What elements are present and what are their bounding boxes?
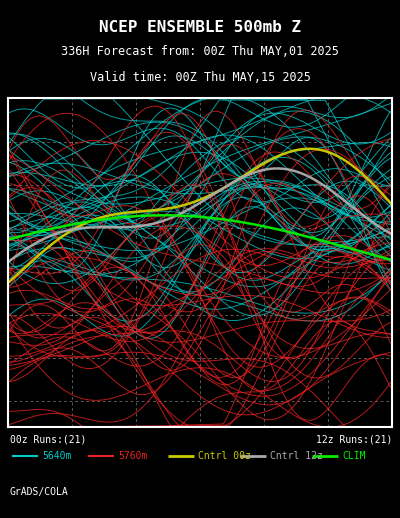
Text: CLIM: CLIM <box>342 451 366 461</box>
Text: NCEP ENSEMBLE 500mb Z: NCEP ENSEMBLE 500mb Z <box>99 20 301 35</box>
Text: 12z Runs:(21): 12z Runs:(21) <box>316 434 392 444</box>
Text: Valid time: 00Z Thu MAY,15 2025: Valid time: 00Z Thu MAY,15 2025 <box>90 71 310 84</box>
Text: Cntrl 00z: Cntrl 00z <box>198 451 251 461</box>
Text: 00z Runs:(21): 00z Runs:(21) <box>10 434 86 444</box>
Text: Cntrl 12z: Cntrl 12z <box>270 451 323 461</box>
Text: GrADS/COLA: GrADS/COLA <box>10 487 69 497</box>
Text: 5760m: 5760m <box>118 451 147 461</box>
Text: 336H Forecast from: 00Z Thu MAY,01 2025: 336H Forecast from: 00Z Thu MAY,01 2025 <box>61 45 339 59</box>
Text: 5640m: 5640m <box>42 451 71 461</box>
